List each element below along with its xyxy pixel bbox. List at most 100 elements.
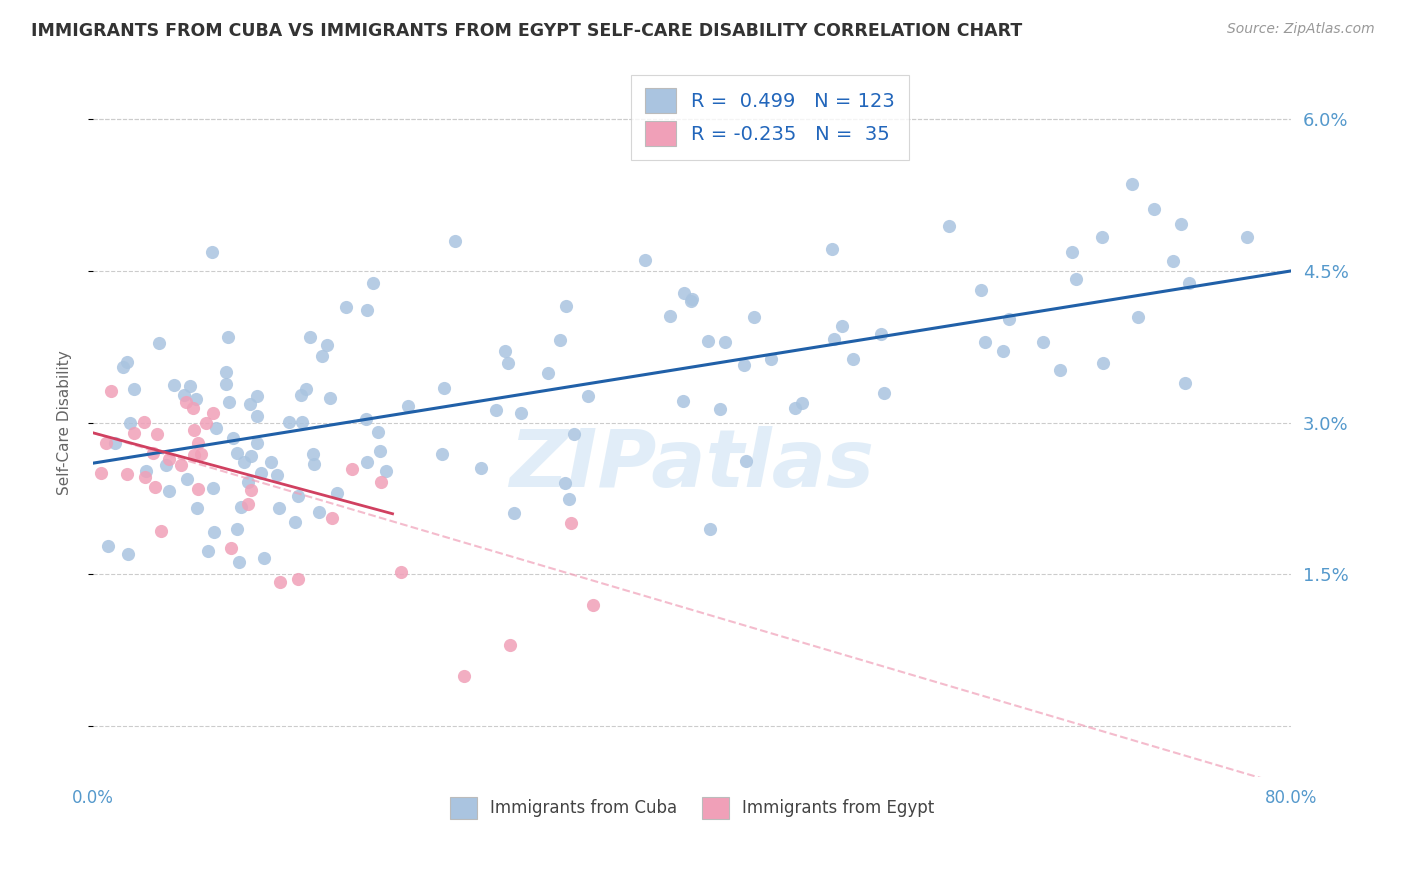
Point [389, 565, 412, 579]
Point [287, 489, 309, 503]
Point [1121, 177, 1143, 191]
Point [1178, 276, 1201, 290]
Point [873, 385, 896, 400]
Point [94, 436, 117, 450]
Point [246, 389, 269, 403]
Point [90, 467, 112, 481]
Point [354, 411, 377, 425]
Point [396, 399, 419, 413]
Point [112, 359, 135, 374]
Point [222, 431, 245, 445]
Point [325, 486, 347, 500]
Point [550, 333, 572, 347]
Point [176, 472, 198, 486]
Point [672, 286, 695, 301]
Point [146, 427, 169, 442]
Point [157, 451, 180, 466]
Point [1062, 245, 1084, 260]
Point [785, 401, 807, 416]
Point [735, 454, 758, 468]
Point [368, 444, 391, 458]
Point [582, 598, 605, 612]
Point [187, 435, 209, 450]
Point [260, 455, 283, 469]
Point [173, 388, 195, 402]
Point [115, 354, 138, 368]
Point [699, 522, 721, 536]
Point [183, 448, 205, 462]
Point [453, 668, 475, 682]
Point [679, 293, 702, 308]
Point [221, 541, 243, 556]
Point [253, 550, 276, 565]
Point [214, 376, 236, 391]
Point [430, 447, 453, 461]
Point [499, 638, 522, 652]
Point [558, 492, 581, 507]
Text: IMMIGRANTS FROM CUBA VS IMMIGRANTS FROM EGYPT SELF-CARE DISABILITY CORRELATION C: IMMIGRANTS FROM CUBA VS IMMIGRANTS FROM … [31, 22, 1022, 40]
Point [672, 393, 695, 408]
Point [239, 483, 262, 498]
Point [118, 416, 141, 430]
Point [792, 396, 814, 410]
Point [1049, 363, 1071, 377]
Point [356, 455, 378, 469]
Point [246, 409, 269, 423]
Text: Source: ZipAtlas.com: Source: ZipAtlas.com [1227, 22, 1375, 37]
Y-axis label: Self-Care Disability: Self-Care Disability [58, 351, 72, 495]
Point [564, 426, 586, 441]
Point [433, 381, 456, 395]
Point [308, 505, 330, 519]
Point [217, 330, 239, 344]
Point [170, 458, 193, 472]
Point [236, 475, 259, 489]
Point [225, 522, 247, 536]
Point [470, 460, 492, 475]
Point [184, 392, 207, 406]
Point [122, 425, 145, 440]
Point [361, 276, 384, 290]
Point [311, 349, 333, 363]
Point [821, 242, 844, 256]
Point [143, 480, 166, 494]
Point [298, 330, 321, 344]
Point [181, 401, 204, 416]
Point [232, 454, 254, 468]
Point [104, 435, 127, 450]
Point [150, 524, 173, 538]
Point [187, 482, 209, 496]
Point [1126, 310, 1149, 324]
Point [485, 403, 508, 417]
Point [443, 234, 465, 248]
Point [823, 332, 845, 346]
Point [115, 467, 138, 482]
Point [759, 352, 782, 367]
Point [205, 420, 228, 434]
Point [370, 475, 392, 490]
Point [97, 539, 120, 553]
Point [225, 445, 247, 459]
Point [155, 458, 177, 473]
Point [842, 351, 865, 366]
Point [938, 219, 960, 233]
Point [134, 416, 156, 430]
Point [742, 310, 765, 324]
Point [236, 497, 259, 511]
Point [287, 572, 309, 586]
Point [267, 501, 290, 516]
Point [183, 423, 205, 437]
Point [375, 464, 398, 478]
Point [340, 462, 363, 476]
Point [367, 425, 389, 439]
Point [197, 544, 219, 558]
Point [335, 300, 357, 314]
Point [201, 244, 224, 259]
Point [496, 356, 519, 370]
Point [186, 501, 208, 516]
Point [277, 415, 299, 429]
Point [290, 388, 312, 402]
Point [291, 415, 314, 429]
Point [202, 525, 225, 540]
Point [970, 283, 993, 297]
Point [991, 343, 1014, 358]
